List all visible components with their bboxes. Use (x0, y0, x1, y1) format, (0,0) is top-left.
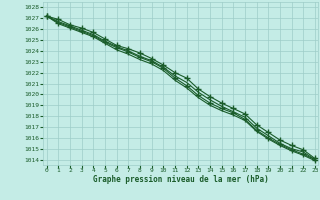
X-axis label: Graphe pression niveau de la mer (hPa): Graphe pression niveau de la mer (hPa) (93, 175, 269, 184)
